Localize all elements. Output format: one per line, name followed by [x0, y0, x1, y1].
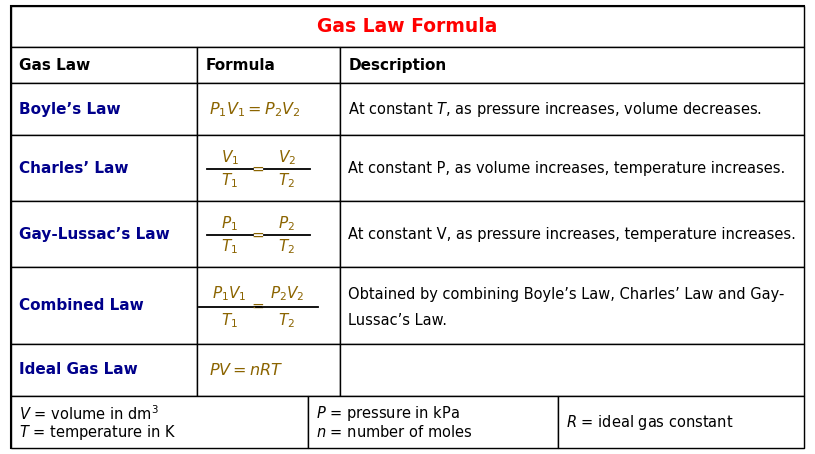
Text: Charles’ Law: Charles’ Law: [19, 161, 128, 176]
Text: $\mathit{V_2}$: $\mathit{V_2}$: [278, 148, 296, 167]
Text: Gay-Lussac’s Law: Gay-Lussac’s Law: [19, 227, 170, 242]
Text: $=$: $=$: [249, 298, 265, 313]
Text: $\mathit{P_1V_1} = \mathit{P_2V_2}$: $\mathit{P_1V_1} = \mathit{P_2V_2}$: [209, 100, 301, 118]
Text: At constant $\mathit{T}$, as pressure increases, volume decreases.: At constant $\mathit{T}$, as pressure in…: [348, 100, 762, 119]
Text: $\mathit{T_2}$: $\mathit{T_2}$: [278, 311, 295, 330]
Bar: [11, 344, 197, 396]
Text: $P$ = pressure in kPa: $P$ = pressure in kPa: [316, 404, 460, 423]
Bar: [340, 47, 804, 83]
Bar: [197, 267, 340, 344]
Text: $\mathit{T_1}$: $\mathit{T_1}$: [221, 311, 238, 330]
Bar: [11, 135, 197, 201]
Bar: [340, 135, 804, 201]
Text: $R$ = ideal gas constant: $R$ = ideal gas constant: [566, 413, 734, 431]
Text: Formula: Formula: [205, 58, 275, 73]
Bar: [340, 267, 804, 344]
Bar: [11, 267, 197, 344]
Bar: [197, 344, 340, 396]
Text: Description: Description: [348, 58, 447, 73]
Bar: [340, 83, 804, 135]
Text: Gas Law: Gas Law: [19, 58, 90, 73]
Text: $\mathit{T_1}$: $\mathit{T_1}$: [221, 172, 238, 190]
Bar: [197, 201, 340, 267]
Text: At constant P, as volume increases, temperature increases.: At constant P, as volume increases, temp…: [348, 161, 786, 176]
Text: Boyle’s Law: Boyle’s Law: [19, 102, 121, 117]
Bar: [197, 135, 340, 201]
Text: $\mathit{T_2}$: $\mathit{T_2}$: [278, 172, 295, 190]
Text: $\mathit{V_1}$: $\mathit{V_1}$: [221, 148, 239, 167]
Bar: [340, 344, 804, 396]
Text: $T$ = temperature in K: $T$ = temperature in K: [19, 423, 176, 442]
Text: Lussac’s Law.: Lussac’s Law.: [348, 313, 447, 328]
Text: Gas Law Formula: Gas Law Formula: [317, 17, 498, 36]
Text: $\mathit{P_1}$: $\mathit{P_1}$: [222, 214, 238, 233]
Text: $\mathit{PV} = \mathit{nRT}$: $\mathit{PV} = \mathit{nRT}$: [209, 362, 284, 378]
Bar: [11, 6, 804, 47]
Bar: [11, 201, 197, 267]
Bar: [11, 396, 308, 448]
Text: $\mathit{P_2}$: $\mathit{P_2}$: [279, 214, 295, 233]
Text: At constant V, as pressure increases, temperature increases.: At constant V, as pressure increases, te…: [348, 227, 796, 242]
Text: $=$: $=$: [249, 227, 265, 242]
Bar: [197, 47, 340, 83]
Bar: [11, 83, 197, 135]
Text: $V$ = volume in dm$^3$: $V$ = volume in dm$^3$: [19, 405, 158, 423]
Text: Obtained by combining Boyle’s Law, Charles’ Law and Gay-: Obtained by combining Boyle’s Law, Charl…: [348, 287, 785, 302]
Text: $n$ = number of moles: $n$ = number of moles: [316, 424, 473, 440]
Text: $\mathit{P_1V_1}$: $\mathit{P_1V_1}$: [213, 284, 247, 303]
Text: $\mathit{T_2}$: $\mathit{T_2}$: [278, 237, 295, 256]
Bar: [340, 201, 804, 267]
Bar: [197, 83, 340, 135]
Bar: [558, 396, 804, 448]
Text: $\mathit{P_2V_2}$: $\mathit{P_2V_2}$: [270, 284, 304, 303]
Text: $\mathit{T_1}$: $\mathit{T_1}$: [221, 237, 238, 256]
Text: Combined Law: Combined Law: [19, 298, 143, 313]
Bar: [11, 47, 197, 83]
Text: Ideal Gas Law: Ideal Gas Law: [19, 362, 138, 377]
Text: $=$: $=$: [249, 161, 265, 176]
Bar: [308, 396, 558, 448]
